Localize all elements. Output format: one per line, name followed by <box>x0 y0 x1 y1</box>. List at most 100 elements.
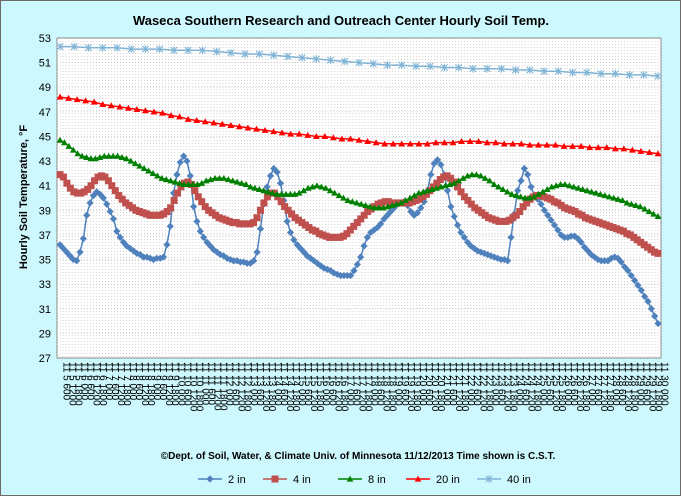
data-point <box>290 236 298 244</box>
x-tick-label: 11 14 1800 <box>290 362 301 412</box>
data-point <box>355 58 363 67</box>
data-point <box>273 190 281 197</box>
x-tick-label: 11 5 600 <box>61 362 72 401</box>
x-tick-label: 11 13 000 <box>248 362 259 406</box>
data-point <box>566 182 573 189</box>
data-point <box>163 241 171 249</box>
data-point <box>176 179 183 186</box>
data-point <box>353 260 361 269</box>
x-tick-label: 11 27 1800 <box>604 362 615 412</box>
data-point <box>540 206 549 214</box>
x-tick-label: 11 19 600 <box>399 362 410 406</box>
data-point <box>523 199 531 207</box>
data-point <box>503 188 511 195</box>
data-point <box>158 174 166 181</box>
data-point <box>360 211 368 219</box>
data-point <box>641 205 649 212</box>
data-point <box>526 141 534 148</box>
data-point <box>186 172 194 180</box>
data-point <box>640 71 648 79</box>
data-point <box>504 257 512 265</box>
data-point <box>298 53 306 62</box>
data-point <box>597 69 605 78</box>
data-point <box>210 119 218 126</box>
x-tick-label: 11 8 1200 <box>139 362 150 406</box>
data-point <box>577 142 585 149</box>
data-point <box>632 201 640 208</box>
data-point <box>619 197 626 204</box>
data-point <box>69 255 77 264</box>
x-tick-label: 11 28 1200 <box>622 362 633 412</box>
data-point <box>304 131 312 138</box>
data-point <box>410 211 418 219</box>
x-tick-label: 11 25 1800 <box>556 362 567 412</box>
x-tick-label: 11 11 000 <box>199 362 210 405</box>
x-tick-label: 11 12 600 <box>230 362 241 406</box>
data-point <box>269 51 278 60</box>
data-point <box>348 198 356 205</box>
data-point <box>250 257 258 265</box>
data-point <box>415 140 423 147</box>
data-point <box>508 190 516 197</box>
data-point <box>364 137 371 144</box>
data-point <box>468 171 476 178</box>
data-point <box>284 206 292 214</box>
data-point <box>313 182 321 189</box>
x-tick-label: 11 26 000 <box>562 362 573 406</box>
data-point <box>256 225 265 233</box>
data-point <box>353 199 361 206</box>
data-point <box>156 45 164 53</box>
x-tick-label: 11 23 1800 <box>507 362 518 412</box>
x-tick-label: 11 13 1200 <box>260 362 271 412</box>
data-point <box>550 221 559 229</box>
data-point <box>136 162 144 169</box>
data-point <box>543 185 551 192</box>
data-point <box>229 177 237 184</box>
data-point <box>123 155 130 162</box>
data-point <box>463 238 472 246</box>
data-point <box>454 183 462 191</box>
data-point <box>273 168 281 176</box>
data-point <box>637 147 645 154</box>
data-point <box>73 257 81 265</box>
data-point <box>326 187 334 194</box>
data-point <box>141 45 150 53</box>
data-point <box>286 190 294 197</box>
data-point <box>552 141 559 148</box>
data-point <box>492 139 500 146</box>
data-point <box>483 64 491 73</box>
data-point <box>527 183 535 191</box>
data-point <box>300 187 308 194</box>
x-tick-label: 11 25 600 <box>544 362 555 406</box>
data-point <box>317 183 325 190</box>
x-tick-label: 11 9 000 <box>151 362 162 401</box>
data-point <box>109 152 117 159</box>
data-point <box>363 233 371 241</box>
x-tick-label: 11 29 1200 <box>646 362 657 412</box>
x-tick-label: 11 19 000 <box>393 362 404 406</box>
data-point <box>490 181 498 188</box>
data-point <box>170 46 178 55</box>
x-tick-label: 11 7 600 <box>109 362 120 401</box>
x-tick-label: 11 29 000 <box>634 362 645 406</box>
data-point <box>327 267 335 275</box>
data-point <box>429 183 437 191</box>
data-point <box>423 140 431 147</box>
data-point <box>201 203 209 211</box>
x-tick-label: 11 9 1200 <box>163 362 174 406</box>
data-point <box>65 142 73 149</box>
data-point <box>82 97 90 104</box>
data-point <box>293 241 301 249</box>
y-tick-label: 31 <box>39 304 51 316</box>
y-tick-label: 41 <box>39 181 51 193</box>
data-point <box>201 118 209 125</box>
data-point <box>260 187 268 194</box>
y-tick-label: 27 <box>39 353 51 365</box>
data-point <box>284 52 292 61</box>
data-point <box>56 42 64 51</box>
data-point <box>78 152 86 159</box>
x-tick-label: 11 13 1800 <box>266 362 277 412</box>
data-point <box>312 133 320 140</box>
x-tick-label: 11 13 600 <box>254 362 265 406</box>
